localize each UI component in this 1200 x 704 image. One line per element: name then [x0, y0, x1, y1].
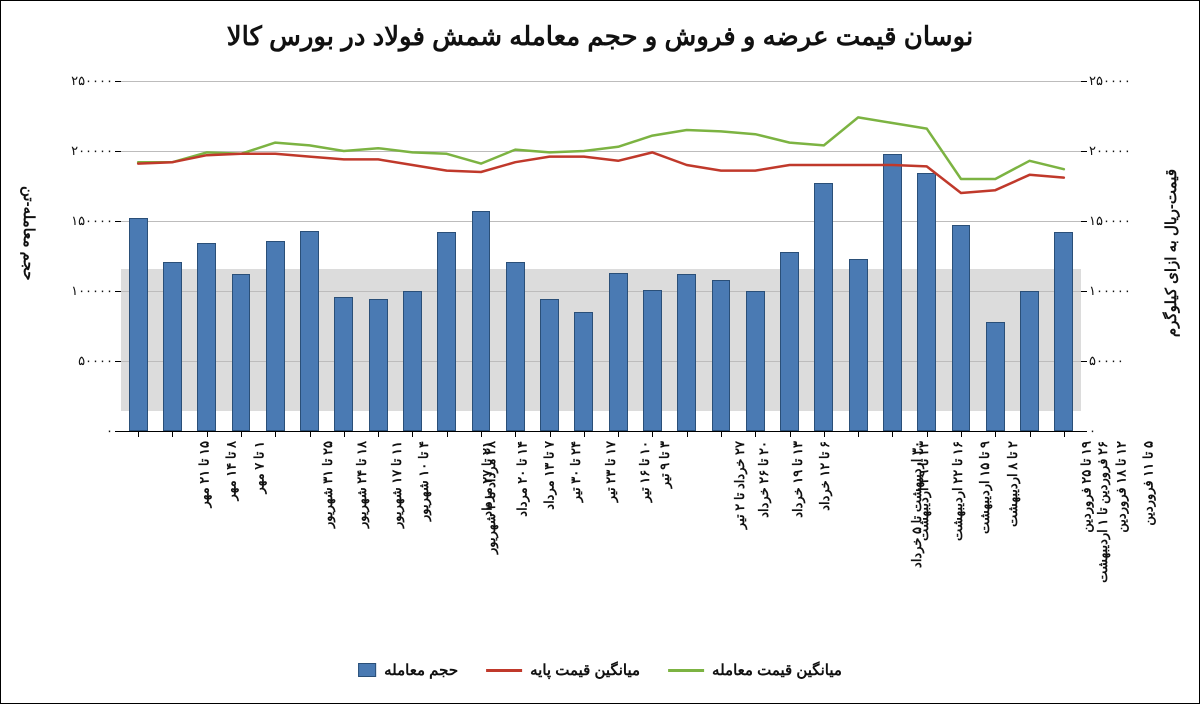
ytick-left: ۱۵۰۰۰۰ [43, 213, 113, 229]
chart-title: نوسان قیمت عرضه و فروش و حجم معامله شمش … [1, 21, 1199, 52]
x-axis-label: ۲۵ تا ۳۱ شهریور [320, 441, 336, 528]
ytick-left: ۲۵۰۰۰۰ [43, 73, 113, 89]
x-axis-label: ۱۰ تا ۱۶ تیر [637, 441, 653, 502]
ytick-right: ۲۵۰۰۰۰ [1089, 73, 1159, 89]
x-axis-label: ۱۹ تا ۲۵ فروردین [1079, 441, 1095, 533]
legend-label: میانگین قیمت معامله [712, 661, 842, 679]
lines-overlay [121, 81, 1081, 431]
legend: حجم معامله میانگین قیمت پایه میانگین قیمت … [358, 661, 842, 679]
plot-area [121, 81, 1081, 431]
ytick-left: ۱۰۰۰۰۰ [43, 283, 113, 299]
x-axis-label: ۲۶ فروردین تا ۱ اردیبهشت [1095, 441, 1111, 583]
x-axis-label: ۲۴ تا ۳۰ تیر [568, 441, 584, 502]
line-deal-price [138, 117, 1064, 179]
x-axis-label: ۱۸ تا ۲۴ شهریور [354, 441, 370, 528]
legend-item: میانگین قیمت پایه [486, 661, 640, 679]
x-axis-label: ۲ تا ۸ اردیبهشت [1005, 441, 1021, 527]
x-axis-label: ۵ تا ۱۱ فروردین [1140, 441, 1156, 526]
y-axis-left-label: حجم معامله-تن [19, 186, 37, 281]
x-axis-label: ۱۶ تا ۲۲ اردیبهشت [950, 441, 966, 541]
ytick-right: ۵۰۰۰۰ [1089, 353, 1159, 369]
x-axis-label: ۲۷ خرداد تا ۲ تیر [733, 441, 749, 529]
ytick-right: ۲۰۰۰۰۰ [1089, 143, 1159, 159]
ytick-left: ۰ [43, 423, 113, 439]
x-axis-label: ۳ تا ۹ تیر [657, 441, 673, 488]
line-base-price [138, 152, 1064, 193]
ytick-right: ۱۰۰۰۰۰ [1089, 283, 1159, 299]
ytick-right: ۰ [1089, 423, 1159, 439]
x-axis-label: ۱ تا ۷ مهر [251, 441, 267, 494]
x-axis-label: ۷ تا ۱۳ مرداد [542, 441, 558, 510]
x-axis-label: ۱۵ تا ۲۱ مهر [197, 441, 213, 508]
x-axis-label: ۶ تا ۱۲ خرداد [817, 441, 833, 511]
x-axis-label: ۱۳ تا ۱۹ خرداد [790, 441, 806, 518]
x-axis-label: ۱۱ تا ۱۷ شهریور [389, 441, 405, 528]
legend-swatch-line [668, 669, 704, 672]
x-axis-label: ۲۰ تا ۲۶ خرداد [755, 441, 771, 518]
x-axis-label: ۲۸ مرداد تا ۳ شهریور [483, 441, 499, 554]
legend-label: میانگین قیمت پایه [530, 661, 640, 679]
x-axis-label: ۹ تا ۱۵ اردیبهشت [977, 441, 993, 534]
legend-item: حجم معامله [358, 661, 458, 679]
ytick-right: ۱۵۰۰۰۰ [1089, 213, 1159, 229]
chart-container: نوسان قیمت عرضه و فروش و حجم معامله شمش … [0, 0, 1200, 704]
ytick-left: ۵۰۰۰۰ [43, 353, 113, 369]
legend-item: میانگین قیمت معامله [668, 661, 842, 679]
x-axis-label: ۱۷ تا ۲۳ تیر [603, 441, 619, 502]
legend-swatch-line [486, 669, 522, 672]
ytick-left: ۲۰۰۰۰۰ [43, 143, 113, 159]
x-axis-label: ۱۴ تا ۲۰ مرداد [514, 441, 530, 517]
x-axis-label: ۳۰ اردیبهشت تا ۵ خرداد [909, 441, 925, 568]
legend-swatch-bar [358, 663, 376, 677]
x-axis-label: ۱۲ تا ۱۸ فروردین [1113, 441, 1129, 533]
x-axis-label: ۸ تا ۱۴ مهر [224, 441, 240, 501]
legend-label: حجم معامله [384, 661, 458, 679]
x-axis-label: ۴ تا ۱۰ شهریور [416, 441, 432, 521]
y-axis-right-label: قیمت-ریال به ازای کیلوگرم [1163, 169, 1181, 337]
